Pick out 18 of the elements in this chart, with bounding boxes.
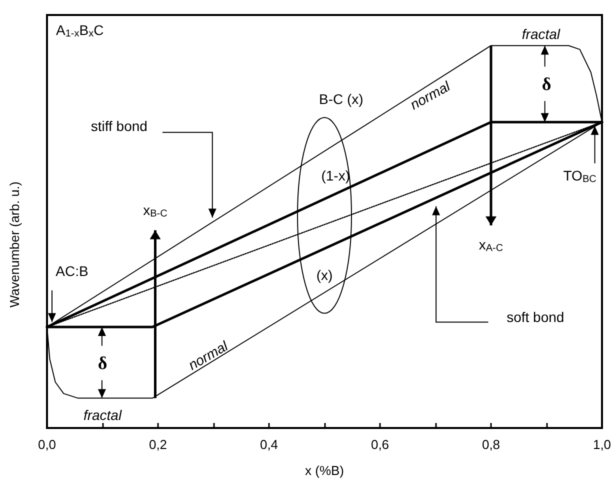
annotation: AC:B <box>56 263 88 280</box>
x-tick-label: 1,0 <box>592 437 612 452</box>
annotation: δ <box>98 352 108 373</box>
annotation: (x) <box>316 267 333 284</box>
annotation: B-C (x) <box>318 91 364 108</box>
annotation: stiff bond <box>90 118 148 134</box>
x-tick-label: 0,0 <box>38 437 56 452</box>
x-tick-label: 0,8 <box>482 437 500 452</box>
annotation: soft bond <box>506 309 564 326</box>
x-axis-title: x (%B) <box>305 463 344 478</box>
text: fractal <box>522 26 561 42</box>
annotation: fractal <box>83 407 122 423</box>
x-tick-label: 0,2 <box>148 437 168 452</box>
y-axis-title: Wavenumber (arb. u.) <box>7 182 22 308</box>
x-tick-label: 0,6 <box>370 437 390 452</box>
annotation: δ <box>542 74 552 94</box>
x-tick-label: 0,4 <box>260 437 278 452</box>
annotation: (1-x) <box>321 168 350 184</box>
